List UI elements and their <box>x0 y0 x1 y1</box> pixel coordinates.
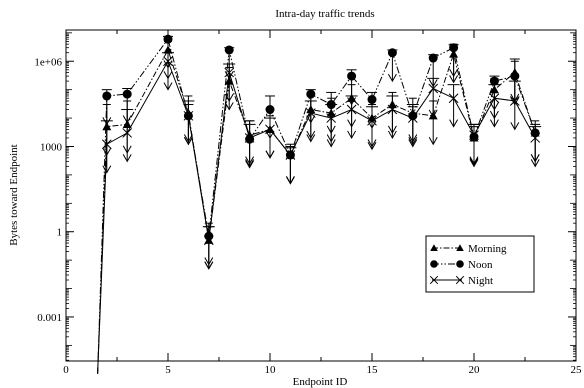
error-arrow <box>469 156 479 165</box>
legend-label: Morning <box>468 243 507 255</box>
error-arrow <box>530 159 540 168</box>
data-point <box>510 71 520 81</box>
data-point <box>387 48 397 58</box>
data-point <box>224 67 235 78</box>
error-arrow <box>489 119 499 128</box>
data-point <box>469 130 479 141</box>
legend-marker <box>430 260 438 268</box>
error-arrow <box>224 102 234 111</box>
x-tick-label: 0 <box>63 364 69 376</box>
error-arrow <box>204 261 214 270</box>
data-point <box>367 95 377 105</box>
data-point <box>326 113 337 123</box>
error-arrow <box>245 160 255 169</box>
error-arrow <box>387 73 397 83</box>
error-arrow <box>510 122 520 131</box>
error-arrow <box>183 136 193 146</box>
error-arrow <box>122 154 132 163</box>
legend-label: Night <box>468 275 493 287</box>
error-arrow <box>428 109 438 118</box>
error-arrow <box>387 130 397 139</box>
y-axis-label: Bytes toward Endpoint <box>8 144 20 245</box>
error-arrow <box>449 68 459 78</box>
data-point <box>449 43 459 53</box>
data-point <box>530 133 541 143</box>
data-point <box>224 45 234 55</box>
data-point <box>163 34 173 44</box>
error-arrow <box>469 157 479 167</box>
error-arrow <box>224 93 234 102</box>
data-point <box>509 96 520 106</box>
y-tick-label: 1000 <box>40 141 63 153</box>
legend-label: Noon <box>468 259 493 271</box>
error-arrow <box>469 159 479 168</box>
error-arrow <box>306 134 316 143</box>
x-tick-label: 10 <box>265 364 277 376</box>
x-axis-label: Endpoint ID <box>293 376 348 388</box>
data-point <box>285 150 296 160</box>
x-tick-label: 15 <box>367 364 379 376</box>
error-arrow <box>408 139 418 148</box>
data-point <box>265 124 275 135</box>
legend-marker <box>429 275 439 285</box>
series-line <box>97 38 536 374</box>
x-tick-label: 25 <box>571 364 583 376</box>
legend-marker <box>430 244 438 252</box>
data-point <box>387 104 398 115</box>
y-tick-label: 1e+06 <box>34 56 62 68</box>
error-arrow <box>428 136 438 146</box>
data-point <box>428 83 439 94</box>
error-arrow <box>449 75 459 84</box>
error-arrow <box>449 119 459 128</box>
data-point <box>244 133 255 143</box>
y-tick-label: 1 <box>57 227 63 239</box>
legend-box <box>425 235 535 293</box>
series-night <box>97 52 542 374</box>
x-tick-label: 20 <box>469 364 481 376</box>
error-arrow <box>326 139 336 148</box>
data-point <box>306 89 316 99</box>
error-arrow <box>285 176 295 185</box>
x-tick-label: 5 <box>165 364 171 376</box>
data-point <box>163 56 173 67</box>
axis-layer: 0 5 10 15 20 25 0.001 1 1000 1e+06 <box>34 30 582 376</box>
data-point <box>346 104 357 115</box>
data-point <box>367 115 377 126</box>
legend-marker <box>455 275 465 285</box>
error-arrow <box>245 159 255 168</box>
legend-marker <box>456 244 464 252</box>
series-line <box>97 48 536 374</box>
data-point <box>448 93 459 104</box>
series-line <box>97 60 536 374</box>
data-point <box>428 53 438 63</box>
data-point <box>122 128 133 138</box>
data-point <box>183 110 194 121</box>
error-arrow <box>347 130 357 139</box>
data-point <box>305 108 316 118</box>
error-arrow <box>102 165 112 174</box>
data-point <box>407 113 418 123</box>
data-point <box>489 93 500 104</box>
data-point <box>489 76 499 86</box>
error-arrow <box>265 150 275 159</box>
error-arrow <box>163 82 173 91</box>
error-arrow <box>367 141 377 151</box>
data-point <box>265 105 275 115</box>
legend-marker <box>456 260 464 268</box>
legend: Morning Noon Night <box>425 235 535 293</box>
data-point <box>122 89 132 99</box>
data-point <box>203 235 214 246</box>
data-point <box>102 91 112 101</box>
chart-title: Intra-day traffic trends <box>275 8 374 20</box>
plot-layer <box>97 34 542 374</box>
data-point <box>101 139 112 150</box>
data-point <box>347 71 357 81</box>
y-tick-label: 0.001 <box>37 312 62 324</box>
